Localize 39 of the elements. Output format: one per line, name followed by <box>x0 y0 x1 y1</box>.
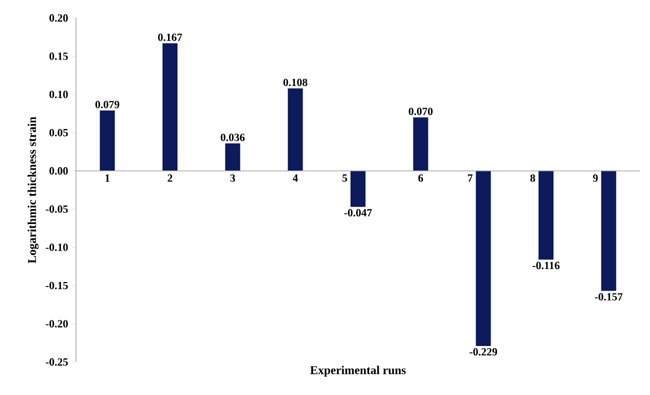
data-label: -0.157 <box>594 293 623 301</box>
y-tick-label: -0.10 <box>46 244 68 252</box>
x-tick-label: 7 <box>468 174 473 182</box>
y-tick-label: -0.25 <box>46 358 68 366</box>
x-tick-label: 6 <box>418 174 424 182</box>
bar <box>225 143 240 171</box>
x-tick-label: 2 <box>168 174 172 182</box>
x-tick-label: 3 <box>230 174 236 182</box>
bar <box>538 170 554 260</box>
y-axis-title: Logarithmic thickness strain <box>28 116 39 264</box>
bar <box>100 110 115 171</box>
y-tick-label: -0.15 <box>46 282 68 290</box>
y-tick-label: 0.00 <box>49 167 68 175</box>
data-label: 0.079 <box>95 100 120 108</box>
data-label: -0.229 <box>470 348 498 356</box>
data-label: -0.047 <box>344 209 372 216</box>
bar <box>288 88 303 171</box>
x-tick-label: 5 <box>342 174 348 182</box>
x-axis-title: Experimental runs <box>310 366 406 377</box>
y-tick-label: 0.20 <box>49 14 68 22</box>
x-tick-label: 9 <box>592 174 598 182</box>
data-label: 0.036 <box>220 134 245 142</box>
y-tick-label: -0.05 <box>46 205 68 213</box>
y-tick-label: 0.10 <box>49 90 68 98</box>
y-tick-label: 0.05 <box>49 128 68 136</box>
bar <box>162 43 178 171</box>
data-label: 0.070 <box>408 108 433 116</box>
data-label: 0.108 <box>283 78 308 86</box>
bar <box>350 170 366 207</box>
bar <box>413 117 428 171</box>
data-label: 0.167 <box>158 34 182 42</box>
x-tick-label: 4 <box>292 174 298 182</box>
x-tick-label: 8 <box>530 174 536 182</box>
y-tick-label: 0.15 <box>49 52 68 60</box>
bar <box>476 170 491 346</box>
bar <box>601 170 616 291</box>
y-tick-label: -0.20 <box>46 320 68 328</box>
data-label: -0.116 <box>532 262 560 270</box>
x-tick-label: 1 <box>105 174 110 182</box>
